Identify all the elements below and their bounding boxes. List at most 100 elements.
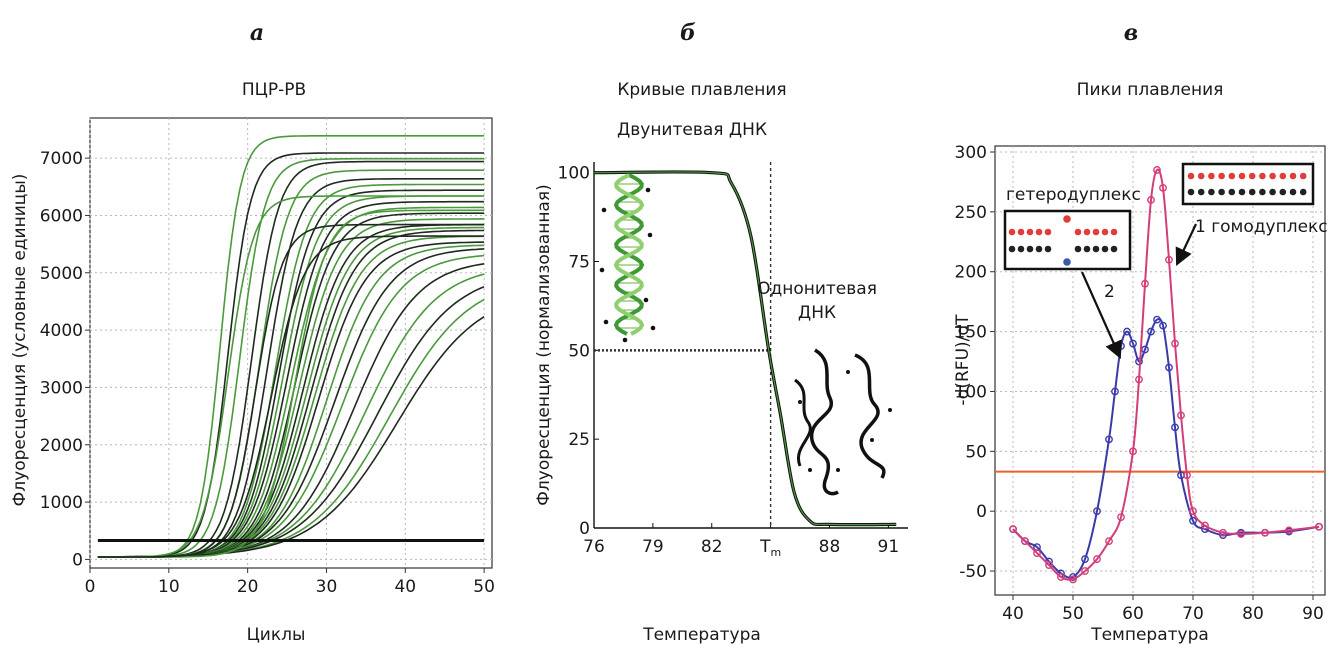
helix-strand: [613, 173, 645, 336]
double-strand-label: Двунитевая ДНК: [617, 120, 767, 140]
panel-b: б Кривые плавления 0 25 50 75 100 76 79 82 Tm 88 9…: [534, 20, 908, 645]
panel-b-title: Кривые плавления: [617, 80, 786, 100]
x-tick-label: 50: [473, 577, 495, 597]
panel-b-xlabel: Температура: [642, 625, 761, 645]
plot-frame: [89, 117, 493, 569]
base-dark: [1101, 245, 1109, 253]
data-point: [1177, 411, 1185, 420]
base-red: [1083, 228, 1091, 236]
base-dark: [1289, 188, 1297, 196]
data-point: [1009, 525, 1017, 534]
y-tick-label: 5000: [40, 264, 83, 284]
base-red: [1238, 172, 1246, 180]
data-point: [1165, 255, 1173, 264]
dot: [846, 370, 850, 374]
data-point: [1219, 528, 1227, 537]
dot: [836, 468, 840, 472]
mismatch-base: [1063, 258, 1071, 266]
mismatch-base: [1063, 215, 1071, 223]
x-tick-label: 20: [237, 577, 259, 597]
data-point: [1261, 528, 1269, 537]
base-red: [1289, 172, 1297, 180]
base-dark: [1238, 188, 1246, 196]
data-point: [1057, 573, 1065, 581]
data-point: [1021, 537, 1029, 546]
dot: [599, 267, 605, 273]
amplification-curve: [97, 235, 485, 558]
base-red: [1074, 228, 1082, 236]
panel-a-ylabel: Флуоресценция (условные единицы): [10, 174, 30, 507]
y-tick-label: 25: [568, 430, 590, 450]
x-tick-label: 88: [819, 537, 841, 557]
base-red: [1279, 172, 1287, 180]
data-point: [1189, 516, 1197, 525]
data-point: [1159, 184, 1167, 192]
y-tick-label: 0: [976, 502, 987, 522]
x-tick-label: 70: [1182, 604, 1204, 624]
dot: [798, 400, 802, 404]
y-tick-label: 200: [955, 263, 987, 283]
x-tick-label: 40: [1002, 604, 1024, 624]
panel-a-title: ПЦР-РВ: [242, 80, 306, 100]
base-red: [1026, 228, 1034, 236]
base-dark: [1074, 245, 1082, 253]
single-strand: [854, 353, 886, 479]
panel-a-xlabel: Циклы: [247, 625, 306, 645]
data-point: [1093, 507, 1101, 516]
panel-c: в Пики плавления 40 50 60 70 80 90 -50 0 50 100 15…: [953, 20, 1328, 645]
data-point: [1045, 561, 1053, 569]
x-tick-label: 90: [1302, 604, 1324, 624]
y-tick-label: 100: [558, 164, 590, 184]
x-tick-label: 60: [1122, 604, 1144, 624]
dot: [650, 325, 656, 331]
amplification-curve: [97, 195, 485, 558]
base-dark: [1044, 245, 1052, 253]
base-red: [1197, 172, 1205, 180]
panel-c-ylabel: -d(RFU)/dT: [953, 314, 973, 406]
data-point: [1153, 315, 1161, 324]
y-tick-label: 4000: [40, 321, 83, 341]
y-tick-label: 250: [955, 203, 987, 223]
base-red: [1228, 172, 1236, 180]
dot: [622, 337, 628, 343]
data-point: [1201, 521, 1209, 530]
y-tick-label: 1000: [40, 493, 83, 513]
x-tick-label: 80: [1242, 604, 1264, 624]
dot: [645, 187, 651, 193]
panel-b-letter: б: [680, 20, 696, 46]
panel-a-plot: 0 10 20 30 40 50 0 1000 2000 3000 4000 5000 6000 7000: [40, 117, 495, 597]
label-2: 2: [1104, 282, 1115, 302]
data-point: [1123, 327, 1131, 336]
panel-a-letter: а: [250, 20, 264, 46]
data-point: [1153, 166, 1161, 174]
y-tick-label: 300: [955, 143, 987, 163]
data-point: [1165, 363, 1173, 372]
base-red: [1299, 172, 1307, 180]
y-tick-label: 7000: [40, 149, 83, 169]
dot: [603, 319, 609, 325]
dot: [870, 438, 874, 442]
base-dark: [1299, 188, 1307, 196]
y-tick-label: 100: [955, 382, 987, 402]
melt-peak-curve: [1012, 317, 1320, 579]
base-dark: [1279, 188, 1287, 196]
data-point: [1189, 507, 1197, 516]
y-tick-label: 50: [568, 341, 590, 361]
base-red: [1035, 228, 1043, 236]
base-dark: [1017, 245, 1025, 253]
x-tick-label: 10: [158, 577, 180, 597]
base-dark: [1187, 188, 1195, 196]
data-point: [1147, 327, 1155, 336]
melt-peak-curve: [1012, 168, 1320, 581]
base-dark: [1269, 188, 1276, 196]
homoduplex-label: 1 гомодуплекс: [1195, 217, 1328, 237]
base-red: [1187, 172, 1195, 180]
base-dark: [1110, 245, 1118, 253]
base-red: [1248, 172, 1256, 180]
x-tick-label: 50: [1062, 604, 1084, 624]
data-point: [1129, 447, 1137, 456]
single-strand-label-2: ДНК: [798, 303, 836, 323]
x-tick-label: 76: [583, 537, 605, 557]
data-point: [1183, 471, 1191, 480]
base-red: [1110, 228, 1118, 236]
